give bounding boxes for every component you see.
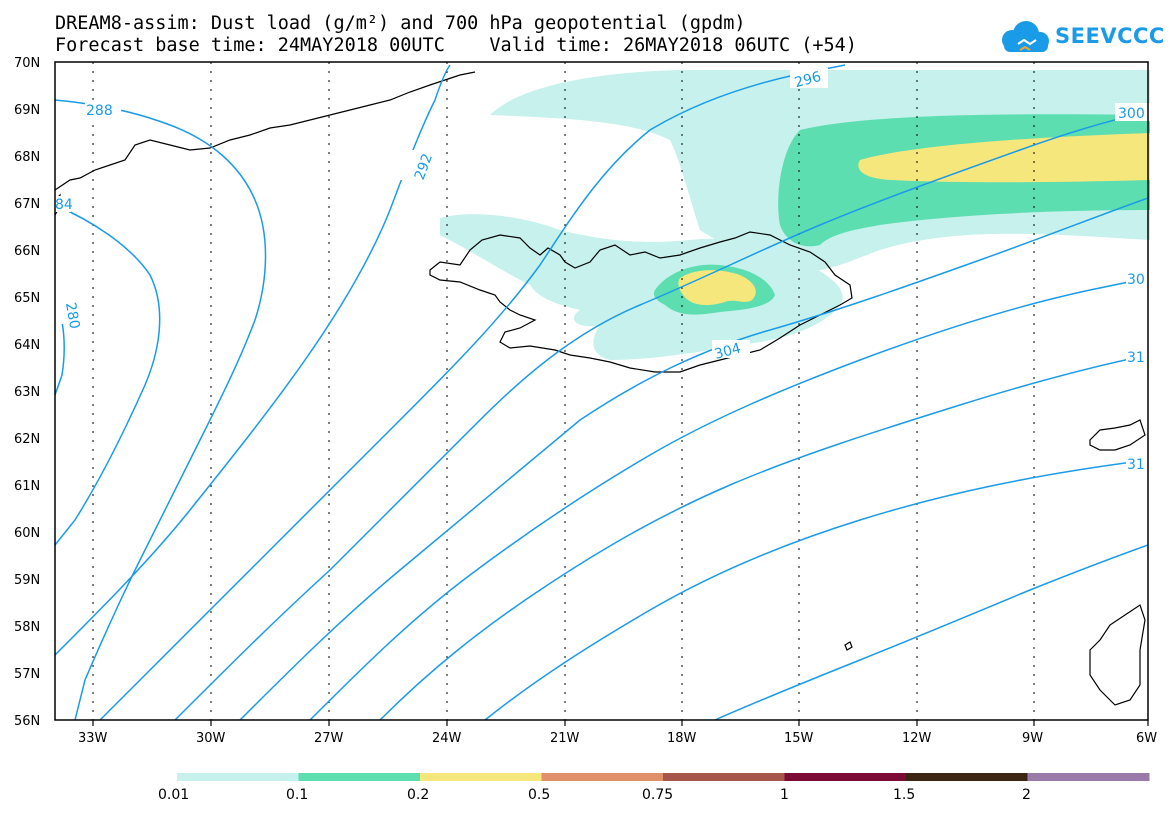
lat-label: 57N — [14, 667, 40, 682]
lon-label: 27W — [314, 731, 344, 746]
longitude-labels: 33W 30W 27W 24W 21W 18W 15W 12W 9W 6W — [78, 731, 1157, 746]
colorbar-swatch — [420, 773, 542, 781]
gridlines — [92, 62, 1035, 720]
greenland-coast — [54, 71, 476, 191]
colorbar-swatches — [177, 773, 1150, 781]
lat-label: 67N — [14, 197, 40, 212]
lon-label: 18W — [667, 731, 697, 746]
colorbar-labels: 0.01 0.1 0.2 0.5 0.75 1 1.5 2 — [158, 787, 1031, 803]
lat-label: 68N — [14, 150, 40, 165]
lat-label: 65N — [14, 291, 40, 306]
logo-text: SEEVCCC — [1055, 24, 1165, 48]
lon-label: 30W — [196, 731, 226, 746]
lon-label: 15W — [784, 731, 814, 746]
coastlines — [54, 71, 1146, 706]
lat-label: 70N — [14, 56, 40, 71]
colorbar-swatch — [541, 773, 664, 781]
map-subtitle: Forecast base time: 24MAY2018 00UTC Vali… — [55, 35, 857, 56]
geopotential-contours — [54, 64, 1149, 721]
cloud-icon — [1002, 21, 1049, 52]
colorbar-label: 1 — [780, 787, 789, 803]
lat-label: 56N — [14, 714, 40, 729]
colorbar-label: 0.75 — [642, 787, 673, 803]
lat-label: 61N — [14, 479, 40, 494]
dust-plume-high-iceland — [678, 270, 756, 306]
lat-label: 64N — [14, 338, 40, 353]
faroe-islands — [844, 641, 853, 651]
contour-label: 296 — [793, 69, 823, 91]
contour-label: 31 — [1127, 350, 1145, 366]
contour-label: 288 — [86, 103, 113, 119]
axis-ticks — [92, 720, 1149, 726]
colorbar-label: 0.2 — [407, 787, 429, 803]
lat-label: 60N — [14, 526, 40, 541]
contour-label: 304 — [713, 340, 743, 362]
colorbar-swatch — [1027, 773, 1150, 781]
colorbar-swatch — [906, 773, 1028, 781]
lon-label: 6W — [1136, 731, 1157, 746]
dust-shading — [440, 70, 1150, 360]
contour-label: 280 — [62, 301, 82, 330]
map-title: DREAM8-assim: Dust load (g/m²) and 700 h… — [55, 13, 746, 34]
lat-label: 63N — [14, 385, 40, 400]
contour-label: 84 — [55, 197, 73, 213]
lon-label: 9W — [1022, 731, 1043, 746]
lat-label: 58N — [14, 620, 40, 635]
lon-label: 21W — [550, 731, 580, 746]
map-frame — [54, 61, 1149, 721]
lon-label: 12W — [902, 731, 932, 746]
scotland-coast — [1089, 604, 1146, 706]
lon-label: 33W — [78, 731, 108, 746]
colorbar-swatch — [663, 773, 785, 781]
colorbar-label: 2 — [1022, 787, 1031, 803]
iceland-coast — [429, 231, 853, 373]
colorbar-label: 0.1 — [286, 787, 308, 803]
lat-label: 66N — [14, 244, 40, 259]
latitude-labels: 70N 69N 68N 67N 66N 65N 64N 63N 62N 61N … — [14, 56, 40, 729]
colorbar-swatch — [177, 773, 299, 781]
colorbar-label: 0.01 — [158, 787, 189, 803]
norway-coast — [1089, 419, 1146, 451]
contour-label: 300 — [1118, 106, 1145, 122]
colorbar-label: 1.5 — [893, 787, 915, 803]
lat-label: 69N — [14, 103, 40, 118]
contour-label: 30 — [1127, 272, 1145, 288]
colorbar-swatch — [298, 773, 421, 781]
lat-label: 62N — [14, 432, 40, 447]
lon-label: 24W — [432, 731, 462, 746]
contour-label: 31 — [1127, 457, 1145, 473]
dust-plume-light-iceland — [440, 214, 843, 360]
dust-plume-high-north — [858, 133, 1150, 183]
lat-label: 59N — [14, 573, 40, 588]
colorbar-swatch — [784, 773, 907, 781]
colorbar-label: 0.5 — [528, 787, 550, 803]
